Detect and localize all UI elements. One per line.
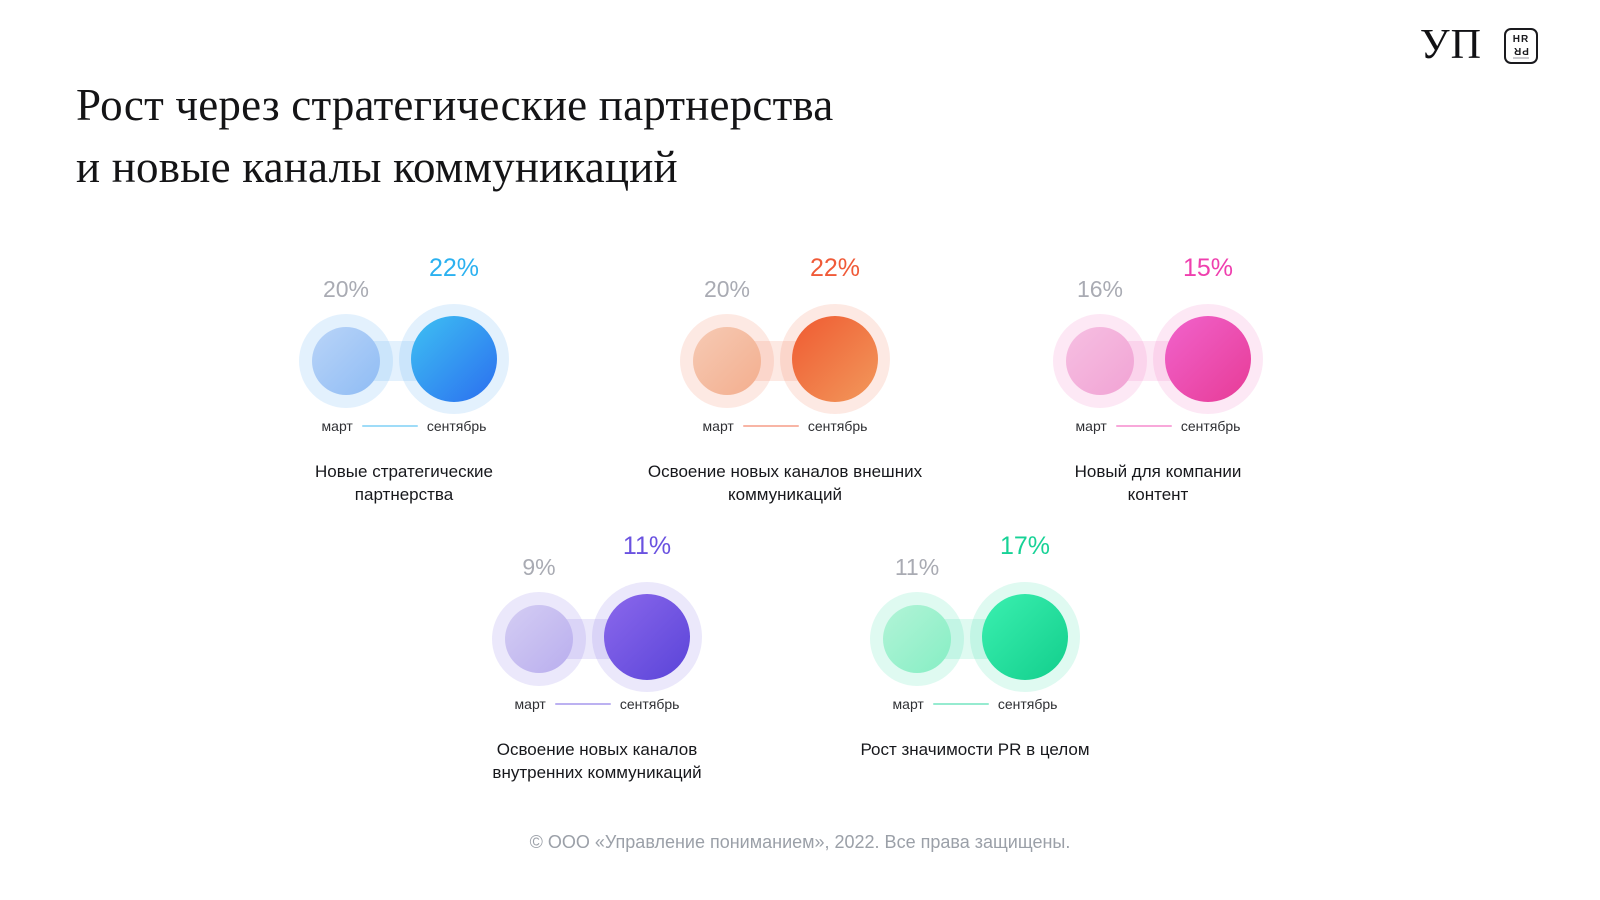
- value-september: 15%: [1182, 254, 1234, 282]
- value-march: 20%: [703, 276, 751, 302]
- month-label-september: сентябрь: [1180, 418, 1241, 434]
- badge-microtext-decoration: [1513, 56, 1529, 59]
- month-label-march: март: [321, 418, 353, 434]
- metric-card-new-company-content: 16% 15% март сентябрь Новый для компании…: [978, 252, 1338, 504]
- circle-september: [411, 316, 497, 402]
- axis-line: [932, 703, 989, 705]
- month-label-march: март: [702, 418, 734, 434]
- axis-line: [742, 425, 799, 427]
- circle-march: [1066, 327, 1134, 395]
- page-title-line2: и новые каналы коммуникаций: [76, 142, 678, 192]
- circle-march: [693, 327, 761, 395]
- dumbbell-chart: [680, 302, 890, 414]
- dumbbell-chart: [299, 302, 509, 414]
- circle-march: [505, 605, 573, 673]
- metric-caption: Освоение новых каналов внутренних коммун…: [492, 740, 702, 782]
- metric-caption: Освоение новых каналов внешних коммуника…: [647, 462, 923, 504]
- month-axis: март сентябрь: [795, 696, 1155, 712]
- metric-card-pr-importance: 11% 17% март сентябрь Рост значимости PR…: [795, 530, 1155, 775]
- metric-card-strategic-partnerships: 20% 22% март сентябрь Новые стратегическ…: [224, 252, 584, 504]
- month-label-september: сентябрь: [997, 696, 1058, 712]
- month-label-march: март: [514, 696, 546, 712]
- value-march: 20%: [322, 276, 370, 302]
- logo-area: УП HR PR: [1420, 24, 1538, 66]
- hr-pr-badge-icon: HR PR: [1504, 28, 1538, 64]
- circle-september: [604, 594, 690, 680]
- dumbbell-chart: [492, 580, 702, 692]
- metric-caption: Новые стратегические партнерства: [315, 462, 493, 504]
- axis-line: [1115, 425, 1172, 427]
- value-september: 17%: [999, 532, 1051, 560]
- month-label-march: март: [1075, 418, 1107, 434]
- month-label-march: март: [892, 696, 924, 712]
- circle-september: [982, 594, 1068, 680]
- page-title: Рост через стратегические партнерства и …: [76, 74, 833, 198]
- month-label-september: сентябрь: [426, 418, 487, 434]
- circle-march: [883, 605, 951, 673]
- metric-caption: Новый для компании контент: [1074, 462, 1242, 504]
- dumbbell-chart: [870, 580, 1080, 692]
- value-september: 22%: [428, 254, 480, 282]
- month-label-september: сентябрь: [807, 418, 868, 434]
- copyright-text: © ООО «Управление пониманием», 2022. Все…: [529, 832, 1071, 852]
- metric-card-internal-communications: 9% 11% март сентябрь Освоение новых кана…: [417, 530, 777, 782]
- badge-pr-label: PR: [1513, 44, 1529, 56]
- value-march: 9%: [522, 554, 556, 580]
- axis-line: [361, 425, 418, 427]
- month-axis: март сентябрь: [605, 418, 965, 434]
- value-september: 11%: [622, 532, 672, 560]
- circle-september: [792, 316, 878, 402]
- month-label-september: сентябрь: [619, 696, 680, 712]
- company-logo: УП: [1419, 22, 1482, 68]
- metric-caption: Рост значимости PR в целом: [860, 740, 1090, 759]
- page-title-line1: Рост через стратегические партнерства: [76, 80, 834, 130]
- circle-september: [1165, 316, 1251, 402]
- value-september: 22%: [809, 254, 861, 282]
- circle-march: [312, 327, 380, 395]
- month-axis: март сентябрь: [417, 696, 777, 712]
- metric-card-external-communications: 20% 22% март сентябрь Освоение новых кан…: [605, 252, 965, 504]
- axis-line: [554, 703, 611, 705]
- month-axis: март сентябрь: [978, 418, 1338, 434]
- month-axis: март сентябрь: [224, 418, 584, 434]
- value-march: 16%: [1076, 276, 1124, 302]
- value-march: 11%: [894, 554, 940, 580]
- badge-hr-label: HR: [1512, 33, 1530, 45]
- dumbbell-chart: [1053, 302, 1263, 414]
